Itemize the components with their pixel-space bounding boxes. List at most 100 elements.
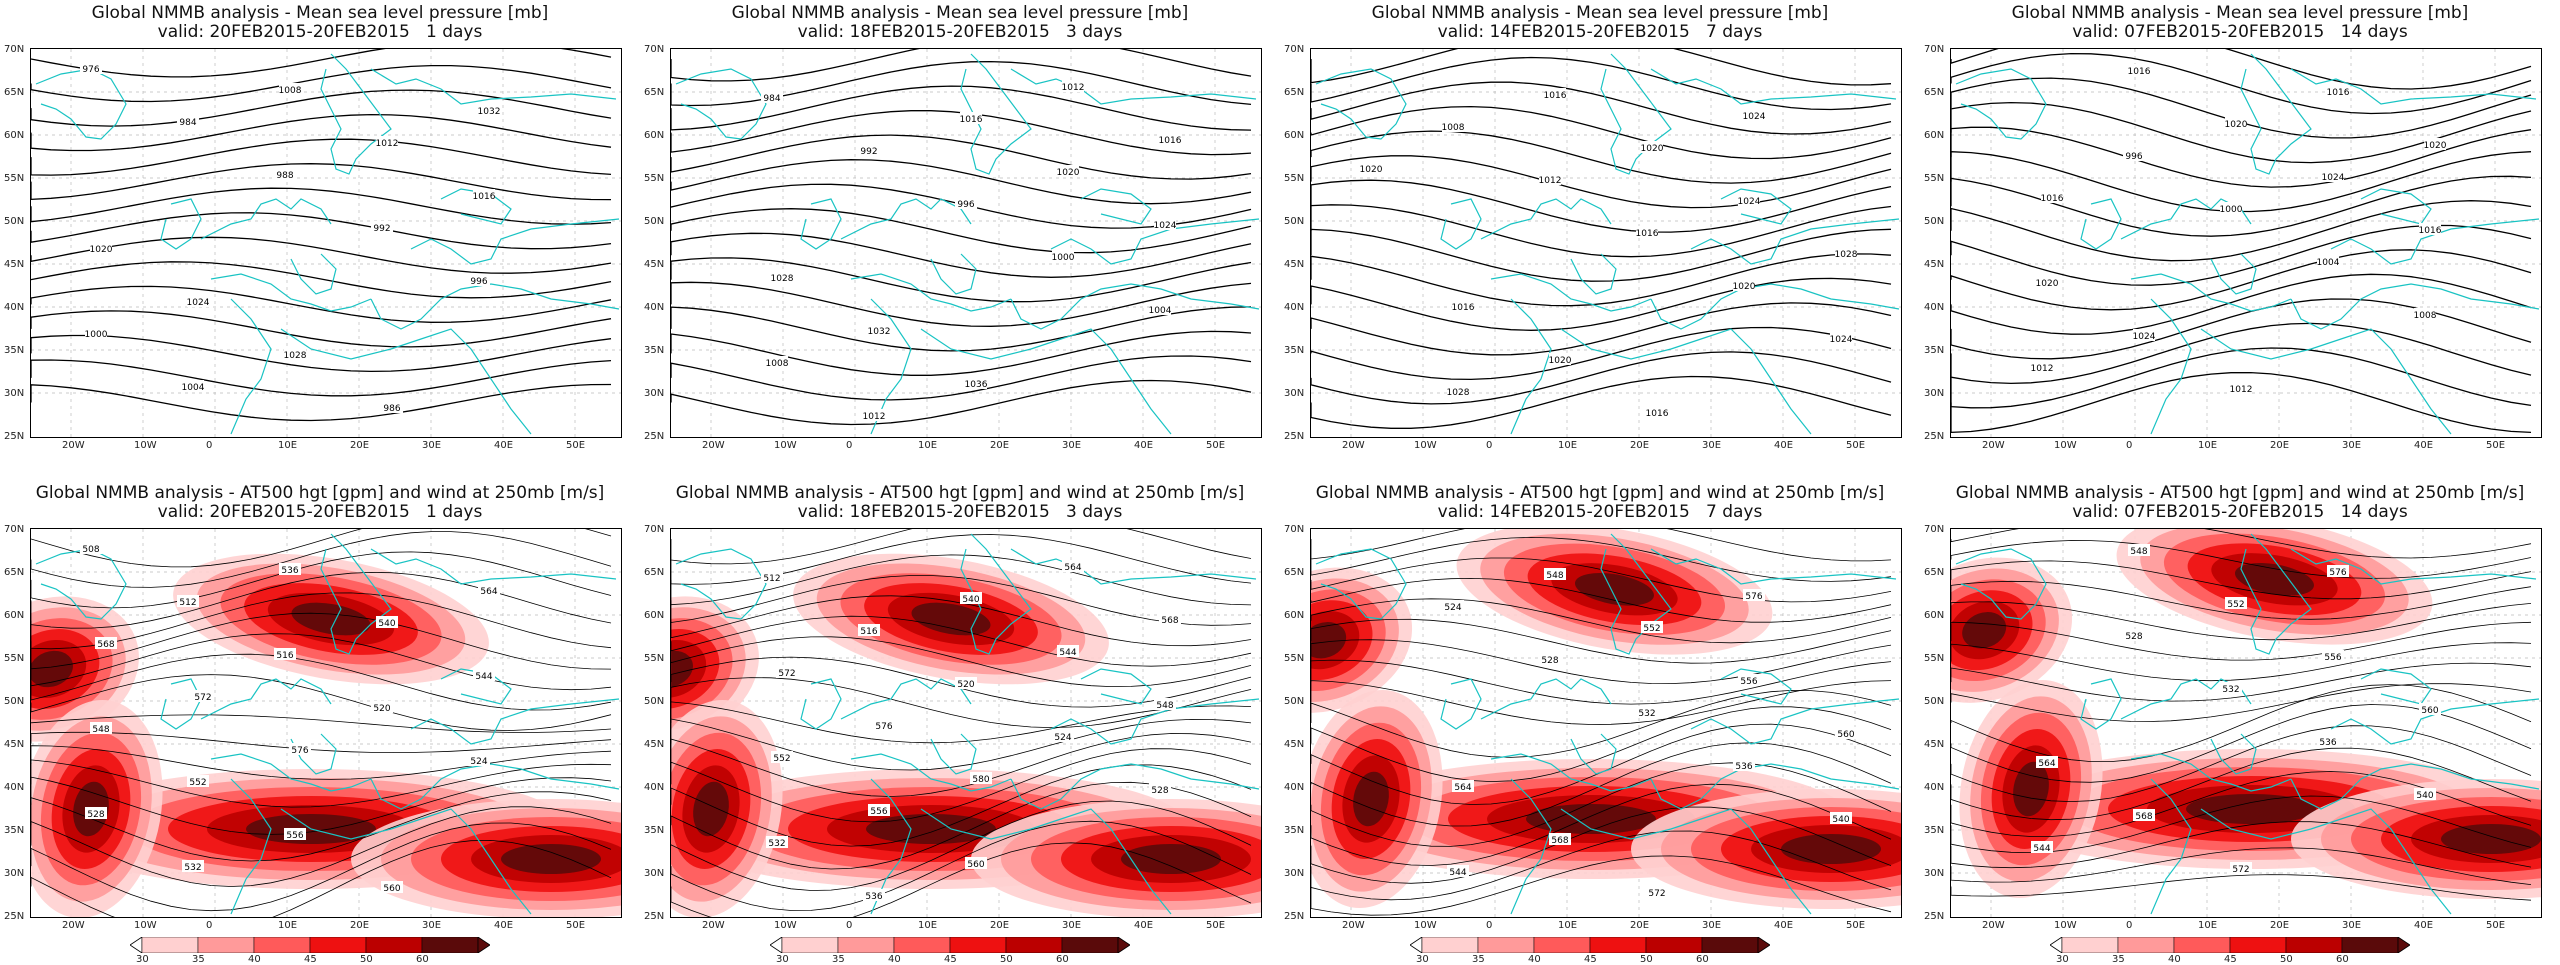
isoline-label-bg (2133, 809, 2155, 821)
lon-tick-label: 10W (134, 440, 157, 451)
coastline (1650, 283, 1900, 330)
isoline-label-bg (1057, 165, 1079, 177)
isoline-label-bg (761, 571, 783, 583)
isoline-label: 532 (768, 839, 785, 849)
isoline-label-bg (2419, 703, 2441, 715)
isoline-label-bg (187, 775, 209, 787)
isoline-label: 540 (378, 619, 395, 629)
colorbar-swatch (1061, 936, 1119, 954)
wind-speed-shading (2441, 824, 2541, 854)
isoline-label: 1000 (1052, 253, 1075, 263)
coastline (1560, 328, 1812, 435)
isoline-label-bg (1646, 886, 1668, 898)
map-canvas: 976 984 988 992 996 1000 1004 1008 1012 1016 1020 1… (31, 49, 621, 437)
isoline-label-bg (858, 624, 880, 636)
coastline (280, 328, 532, 435)
isoline (1951, 601, 2532, 641)
isoline (1311, 375, 1892, 429)
coastline (1010, 763, 1260, 810)
isoline-label-bg (177, 115, 199, 127)
colorbar-swatch (1533, 936, 1591, 954)
lon-tick-label: 20W (702, 920, 725, 931)
wind-colorbar (2049, 936, 2411, 954)
coastline (290, 253, 337, 295)
isoline (1951, 126, 2532, 188)
isoline (671, 615, 1252, 667)
map-frame: 976 984 988 992 996 1000 1004 1008 1012 1016 1020 1… (30, 48, 622, 438)
lat-tick-label: 25N (4, 911, 25, 922)
lon-tick-label: 20E (1630, 440, 1650, 451)
coastline (930, 733, 977, 775)
lat-tick-label: 55N (1924, 173, 1945, 184)
coastline (1650, 68, 1897, 105)
isoline-label-bg (2128, 64, 2150, 76)
lat-tick-label: 45N (1284, 259, 1305, 270)
panel-title: Global NMMB analysis - AT500 hgt [gpm] a… (675, 483, 1245, 503)
isoline-label-bg (2327, 85, 2349, 97)
isoline-label: 1020 (2225, 120, 2248, 130)
isoline-label-bg (80, 62, 102, 74)
lat-tick-label: 30N (1924, 868, 1945, 879)
coastline (2210, 253, 2257, 295)
isoline-label: 576 (2329, 568, 2346, 578)
colorbar-swatch (1005, 936, 1063, 954)
coastline (2360, 188, 2432, 225)
coastline (2290, 68, 2537, 105)
isoline-label: 560 (1837, 730, 1854, 740)
isoline (671, 656, 1252, 708)
isoline (1951, 371, 2532, 434)
lon-tick-label: 40E (494, 920, 514, 931)
isoline-label-bg (965, 377, 987, 389)
isoline-label-bg (1452, 780, 1474, 792)
isoline-label-bg (1052, 250, 1074, 262)
isoline-label-bg (473, 669, 495, 681)
isoline (1311, 49, 1892, 86)
isoline (31, 612, 612, 670)
colorbar-swatch (1701, 936, 1759, 954)
isoline (1311, 326, 1892, 381)
isoline (31, 261, 612, 299)
isoline-label-bg (1544, 568, 1566, 580)
lon-tick-label: 20W (1982, 920, 2005, 931)
isoline (1951, 52, 2532, 115)
isoline (1951, 642, 2532, 682)
isoline-label: 1016 (2327, 88, 2350, 98)
wind-speed-shading (2013, 761, 2049, 817)
isoline-label-bg (371, 221, 393, 233)
lon-tick-label: 10E (278, 920, 298, 931)
isoline-label: 1016 (473, 192, 496, 202)
isoline-label: 984 (763, 94, 780, 104)
map-panel: Global NMMB analysis - AT500 hgt [gpm] a… (640, 480, 1280, 965)
lat-tick-label: 40N (1924, 302, 1945, 313)
isoline-label-bg (2133, 329, 2155, 341)
isoline-label-bg (2322, 650, 2344, 662)
lat-tick-label: 65N (4, 567, 25, 578)
isoline-label: 1020 (1057, 168, 1080, 178)
lon-tick-label: 30E (2342, 440, 2362, 451)
isoline (1311, 130, 1892, 184)
coastline (440, 188, 512, 225)
coastline (2130, 273, 2292, 312)
coastline (2360, 668, 2432, 705)
isoline (1311, 81, 1892, 135)
coastline (870, 778, 912, 915)
lat-tick-label: 65N (1924, 87, 1945, 98)
isoline-label-bg (2317, 255, 2339, 267)
isoline-label-bg (381, 401, 403, 413)
isoline-label-bg (95, 637, 117, 649)
isoline (31, 383, 612, 422)
isoline-label: 1028 (1447, 388, 1470, 398)
lat-tick-label: 25N (1924, 911, 1945, 922)
coastline (1480, 678, 1612, 720)
isoline (671, 110, 1252, 156)
lon-tick-label: 10W (774, 440, 797, 451)
isoline-label: 1020 (1549, 356, 1572, 366)
isoline-label: 508 (82, 545, 99, 555)
lat-tick-label: 25N (1924, 431, 1945, 442)
lat-tick-label: 30N (4, 868, 25, 879)
isoline-label-bg (1360, 162, 1382, 174)
lat-tick-label: 60N (644, 610, 665, 621)
isoline-label: 992 (373, 224, 390, 234)
coastline (2080, 198, 2122, 250)
isoline-label-bg (2036, 756, 2058, 768)
